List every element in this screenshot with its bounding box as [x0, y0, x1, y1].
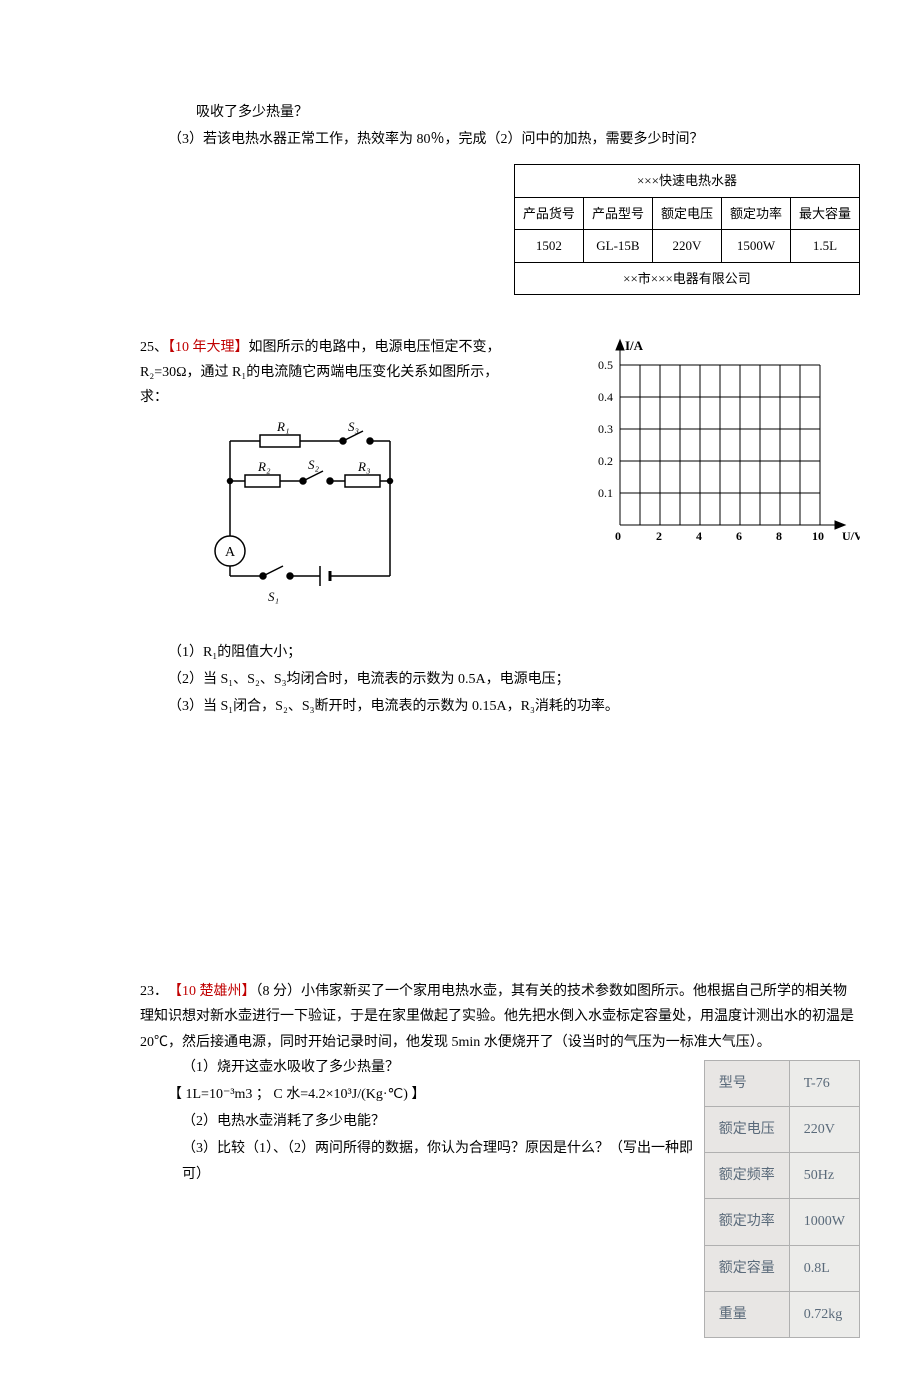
specs-row: 重量0.72kg	[704, 1291, 859, 1337]
heater-td-3: 1500W	[721, 230, 790, 262]
p25-q3: （3）当 S₁闭合，S₂、S₃断开时，电流表的示数为 0.15A，R₃消耗的功率…	[140, 694, 860, 719]
p23-q2: （2）电热水壶消耗了多少电能？	[140, 1109, 694, 1134]
graph-xtick-8: 8	[776, 529, 782, 543]
heater-table-footer: ××市×××电器有限公司	[514, 262, 859, 294]
heater-td-4: 1.5L	[790, 230, 859, 262]
heater-td-0: 1502	[514, 230, 583, 262]
kettle-specs-table: 型号T-76 额定电压220V 额定频率50Hz 额定功率1000W 额定容量0…	[704, 1060, 860, 1338]
heater-table-title: ×××快速电热水器	[514, 165, 859, 197]
circuit-diagram: R₁ S₃ R₂ S₂ R₃ A S₁	[200, 411, 420, 611]
specs-label-5: 重量	[704, 1291, 789, 1337]
specs-label-4: 额定容量	[704, 1245, 789, 1291]
graph-ytick-2: 0.2	[598, 454, 613, 468]
specs-row: 额定频率50Hz	[704, 1153, 859, 1199]
specs-label-0: 型号	[704, 1060, 789, 1106]
specs-value-5: 0.72kg	[789, 1291, 859, 1337]
heater-td-2: 220V	[652, 230, 721, 262]
graph-ytick-5: 0.5	[598, 358, 613, 372]
specs-value-1: 220V	[789, 1107, 859, 1153]
circuit-R3-label: R₃	[357, 459, 370, 474]
intro-line1: 吸收了多少热量？	[140, 100, 860, 125]
specs-value-4: 0.8L	[789, 1245, 859, 1291]
circuit-R1-label: R₁	[276, 419, 289, 434]
heater-table-data-row: 1502 GL-15B 220V 1500W 1.5L	[514, 230, 859, 262]
specs-value-2: 50Hz	[789, 1153, 859, 1199]
specs-row: 额定功率1000W	[704, 1199, 859, 1245]
p23-note: 【 1L=10⁻³m3 ； C 水=4.2×10³J/(Kg·℃) 】	[140, 1082, 694, 1107]
graph-xtick-2: 2	[656, 529, 662, 543]
circuit-S2-label: S₂	[308, 457, 320, 472]
specs-value-0: T-76	[789, 1060, 859, 1106]
heater-th-1: 产品型号	[583, 197, 652, 229]
graph-origin: 0	[615, 529, 621, 543]
p25-bracket: 【10 年大理】	[168, 340, 249, 355]
intro-line2: （3）若该电热水器正常工作，热效率为 80％，完成（2）问中的加热，需要多少时间…	[140, 127, 860, 152]
heater-spec-table: ×××快速电热水器 产品货号 产品型号 额定电压 额定功率 最大容量 1502 …	[514, 164, 860, 295]
specs-value-3: 1000W	[789, 1199, 859, 1245]
specs-row: 额定电压220V	[704, 1107, 859, 1153]
heater-td-1: GL-15B	[583, 230, 652, 262]
graph-ytick-3: 0.3	[598, 422, 613, 436]
heater-th-2: 额定电压	[652, 197, 721, 229]
specs-label-1: 额定电压	[704, 1107, 789, 1153]
problem-25: 25、【10 年大理】如图所示的电路中，电源电压恒定不变，R₂=30Ω，通过 R…	[140, 335, 860, 719]
problem-23: 23．【10 楚雄州】（8 分）小伟家新买了一个家用电热水壶，其有关的技术参数如…	[140, 979, 860, 1338]
circuit-S3-label: S₃	[348, 419, 359, 434]
p25-q1: （1）R₁的阻值大小；	[140, 640, 860, 665]
p23-number: 23．	[140, 979, 168, 1004]
specs-label-3: 额定功率	[704, 1199, 789, 1245]
iv-graph: I/A U/V 0.5 0.4 0.3 0.2 0.1 0 2 4 6 8 10	[580, 335, 860, 555]
graph-xlabel: U/V	[842, 529, 860, 543]
specs-label-2: 额定频率	[704, 1153, 789, 1199]
graph-ylabel: I/A	[625, 338, 644, 353]
p23-q1: （1）烧开这壶水吸收了多少热量？	[140, 1055, 694, 1080]
circuit-A-label: A	[225, 545, 236, 560]
p25-number: 25、	[140, 340, 168, 355]
heater-table-header-row: 产品货号 产品型号 额定电压 额定功率 最大容量	[514, 197, 859, 229]
graph-xtick-10: 10	[812, 529, 824, 543]
heater-th-3: 额定功率	[721, 197, 790, 229]
graph-xtick-4: 4	[696, 529, 702, 543]
p23-q3: （3）比较（1）、（2）两问所得的数据，你认为合理吗？原因是什么？（写出一种即可…	[140, 1136, 694, 1186]
p25-q2: （2）当 S₁、S₂、S₃均闭合时，电流表的示数为 0.5A，电源电压；	[140, 667, 860, 692]
graph-ytick-1: 0.1	[598, 486, 613, 500]
circuit-S1-label: S₁	[268, 589, 279, 604]
heater-th-0: 产品货号	[514, 197, 583, 229]
graph-xtick-6: 6	[736, 529, 742, 543]
graph-ytick-4: 0.4	[598, 390, 613, 404]
heater-th-4: 最大容量	[790, 197, 859, 229]
specs-row: 型号T-76	[704, 1060, 859, 1106]
p23-bracket: 【10 楚雄州】	[168, 984, 256, 999]
specs-row: 额定容量0.8L	[704, 1245, 859, 1291]
circuit-R2-label: R₂	[257, 459, 271, 474]
